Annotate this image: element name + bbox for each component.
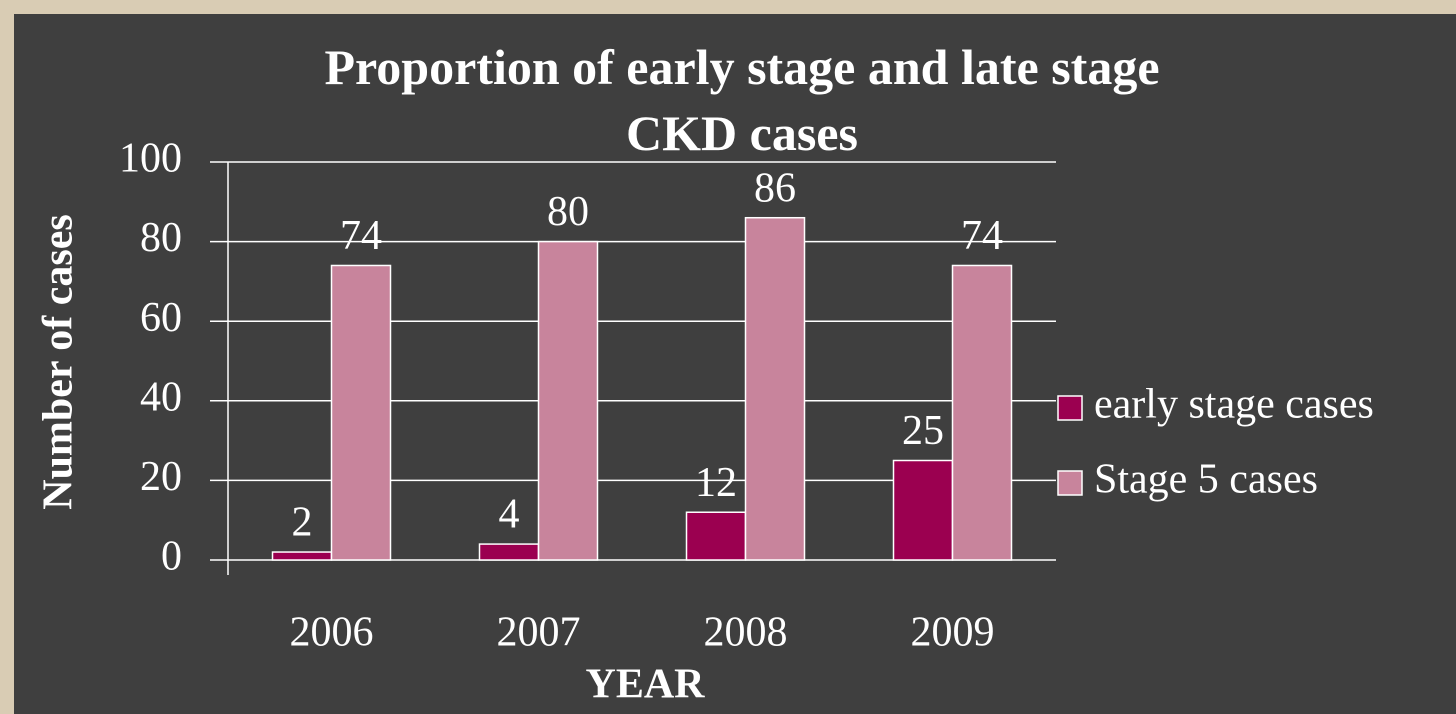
legend-label: early stage cases: [1094, 382, 1374, 428]
y-tick-label: 40: [140, 374, 182, 420]
chart-title: Proportion of early stage and late stage…: [324, 39, 1160, 161]
data-label: 2: [292, 500, 313, 546]
legend-swatch: [1057, 395, 1083, 421]
bar: [685, 511, 747, 561]
data-label: 74: [340, 213, 382, 259]
x-tick-label: 2008: [704, 610, 788, 656]
y-tick-label: 100: [119, 136, 182, 182]
bar: [951, 264, 1013, 561]
legend-label: Stage 5 cases: [1094, 457, 1318, 503]
y-tick-label: 0: [161, 534, 182, 580]
x-tick-label: 2009: [911, 610, 995, 656]
data-label: 86: [754, 165, 796, 211]
bar: [537, 240, 599, 561]
bar: [892, 459, 954, 561]
chart-panel: [14, 14, 1456, 714]
data-label: 80: [547, 189, 589, 235]
x-tick-label: 2007: [497, 610, 581, 656]
x-tick-label: 2006: [290, 610, 374, 656]
bar: [330, 264, 392, 561]
y-tick-label: 80: [140, 215, 182, 261]
data-label: 12: [695, 460, 737, 506]
y-axis-label: Number of cases: [36, 214, 82, 510]
bar: [271, 551, 333, 561]
bar: [478, 543, 540, 561]
bar: [744, 216, 806, 561]
y-tick-label: 20: [140, 454, 182, 500]
data-label: 4: [499, 492, 520, 538]
x-axis-label: YEAR: [585, 662, 705, 708]
legend-swatch: [1057, 470, 1083, 496]
data-label: 74: [961, 213, 1003, 259]
data-label: 25: [902, 408, 944, 454]
y-tick-label: 60: [140, 295, 182, 341]
